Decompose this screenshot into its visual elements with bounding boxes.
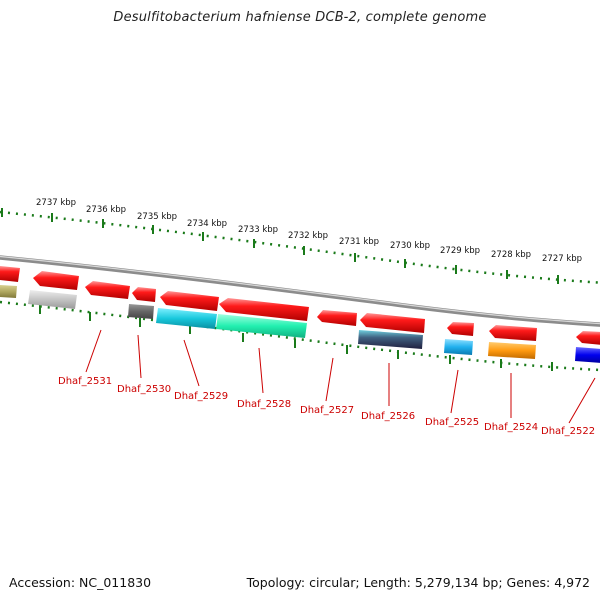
- inner-major-ticks: [39, 305, 553, 371]
- gene-arrow[interactable]: [219, 298, 309, 321]
- gene-arrow[interactable]: [160, 291, 219, 311]
- gene-arrow[interactable]: [85, 281, 130, 299]
- gene-arrow[interactable]: [576, 331, 600, 345]
- gene-block[interactable]: [128, 304, 154, 319]
- kbp-labels: 2737 kbp 2736 kbp 2735 kbp 2734 kbp 2733…: [36, 198, 582, 264]
- gene-labels: Dhaf_2531 Dhaf_2530 Dhaf_2529 Dhaf_2528 …: [58, 376, 595, 437]
- gene-arrow[interactable]: [360, 313, 425, 333]
- inner-gene-track: [0, 285, 600, 363]
- kbp-label: 2733 kbp: [238, 225, 278, 235]
- kbp-label: 2730 kbp: [390, 241, 430, 251]
- inner-tick-ring: [0, 300, 600, 372]
- gene-block[interactable]: [444, 339, 473, 355]
- gene-block[interactable]: [216, 314, 307, 338]
- outer-tick-ring: [0, 210, 600, 284]
- gene-arrow[interactable]: [317, 310, 357, 326]
- gene-label[interactable]: Dhaf_2531: [58, 376, 112, 387]
- kbp-label: 2727 kbp: [542, 254, 582, 264]
- gene-label[interactable]: Dhaf_2524: [484, 422, 538, 433]
- kbp-label: 2729 kbp: [440, 246, 480, 256]
- gene-label[interactable]: Dhaf_2526: [361, 411, 415, 422]
- kbp-label: 2735 kbp: [137, 212, 177, 222]
- kbp-label: 2734 kbp: [187, 219, 227, 229]
- gene-label[interactable]: Dhaf_2527: [300, 405, 354, 416]
- gene-label[interactable]: Dhaf_2522: [541, 426, 595, 437]
- kbp-label: 2737 kbp: [36, 198, 76, 208]
- gene-label[interactable]: Dhaf_2525: [425, 417, 479, 428]
- kbp-label: 2732 kbp: [288, 231, 328, 241]
- gene-block[interactable]: [575, 347, 600, 363]
- gene-arrow[interactable]: [447, 322, 474, 336]
- genome-title: Desulfitobacterium hafniense DCB-2, comp…: [113, 10, 487, 25]
- gene-block[interactable]: [0, 285, 17, 298]
- gene-label[interactable]: Dhaf_2528: [237, 399, 291, 410]
- label-leaders: [85, 329, 596, 424]
- gene-block[interactable]: [28, 290, 77, 309]
- outer-major-ticks: [1, 208, 559, 284]
- gene-label[interactable]: Dhaf_2530: [117, 384, 171, 395]
- gene-arrow[interactable]: [0, 266, 20, 282]
- outer-gene-track: [0, 266, 600, 345]
- kbp-label: 2736 kbp: [86, 205, 126, 215]
- genome-summary-text: Topology: circular; Length: 5,279,134 bp…: [246, 575, 590, 590]
- gene-label[interactable]: Dhaf_2529: [174, 391, 228, 402]
- gene-block[interactable]: [156, 308, 217, 329]
- gene-arrow[interactable]: [489, 325, 537, 341]
- accession-text: Accession: NC_011830: [9, 575, 152, 590]
- genome-backbone: [0, 255, 600, 327]
- gene-arrow[interactable]: [33, 271, 79, 290]
- gene-arrow[interactable]: [132, 287, 156, 302]
- kbp-label: 2731 kbp: [339, 237, 379, 247]
- kbp-label: 2728 kbp: [491, 250, 531, 260]
- gene-block[interactable]: [488, 342, 536, 359]
- gene-block[interactable]: [358, 330, 423, 349]
